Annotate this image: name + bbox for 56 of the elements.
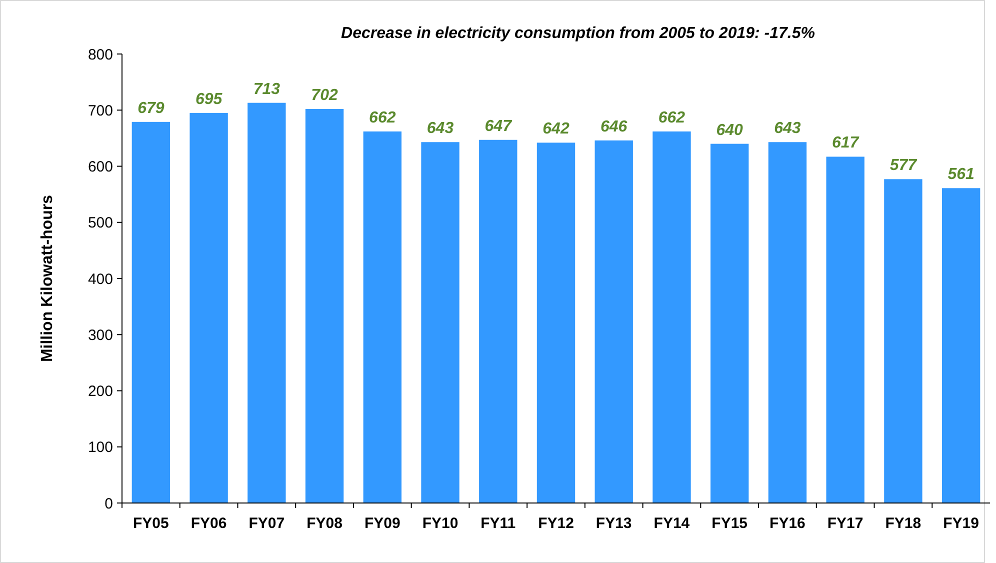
data-label: 695 bbox=[195, 90, 224, 108]
data-label: 643 bbox=[774, 120, 801, 138]
x-tick-label: FY10 bbox=[422, 515, 458, 532]
x-tick-label: FY07 bbox=[248, 515, 285, 532]
data-label: 642 bbox=[542, 120, 570, 138]
bar bbox=[248, 102, 286, 503]
bar bbox=[826, 156, 864, 503]
bar bbox=[363, 131, 402, 503]
y-tick-label: 200 bbox=[88, 383, 113, 400]
data-label: 646 bbox=[600, 118, 628, 136]
bar bbox=[710, 144, 749, 503]
data-label: 643 bbox=[426, 120, 454, 138]
x-tick-label: FY18 bbox=[885, 515, 922, 532]
y-axis-title: Million Kilowatt-hours bbox=[39, 194, 56, 362]
bar bbox=[132, 122, 170, 503]
x-tick-label: FY06 bbox=[190, 515, 227, 532]
data-label: 640 bbox=[716, 122, 744, 139]
data-label: 679 bbox=[138, 100, 164, 117]
x-tick-label: FY11 bbox=[480, 515, 516, 532]
x-tick-label: FY17 bbox=[827, 515, 864, 532]
y-tick-label: 300 bbox=[88, 326, 113, 344]
data-label: 662 bbox=[658, 109, 686, 126]
bar bbox=[190, 112, 228, 503]
y-tick-label: 400 bbox=[88, 270, 113, 288]
data-label: 662 bbox=[369, 109, 396, 126]
chart-title: Decrease in electricity consumption from 2005 to 2019: -17.5% bbox=[341, 25, 815, 42]
bar bbox=[479, 140, 518, 503]
bar bbox=[421, 142, 460, 503]
y-tick-label: 600 bbox=[88, 158, 113, 176]
data-label: 617 bbox=[832, 134, 860, 152]
x-tick-label: FY13 bbox=[596, 515, 632, 532]
x-tick-label: FY19 bbox=[943, 515, 979, 532]
data-label: 647 bbox=[484, 118, 513, 135]
y-tick-label: 0 bbox=[104, 495, 113, 512]
bar bbox=[942, 188, 980, 503]
y-tick-label: 100 bbox=[88, 439, 113, 456]
x-tick-label: FY16 bbox=[770, 515, 806, 532]
bar bbox=[768, 142, 807, 503]
data-label: 577 bbox=[890, 157, 918, 174]
bar bbox=[884, 179, 922, 503]
data-label: 561 bbox=[948, 166, 975, 184]
x-tick-label: FY15 bbox=[712, 515, 748, 532]
x-tick-label: FY09 bbox=[364, 515, 400, 532]
bar bbox=[536, 142, 576, 503]
y-tick-label: 700 bbox=[88, 102, 113, 120]
bar bbox=[594, 140, 633, 503]
bar bbox=[305, 109, 344, 503]
bar bbox=[652, 131, 691, 503]
x-tick-label: FY12 bbox=[538, 515, 574, 532]
x-tick-label: FY05 bbox=[133, 515, 169, 532]
data-label: 713 bbox=[253, 80, 280, 98]
x-tick-label: FY14 bbox=[654, 515, 690, 532]
x-tick-label: FY08 bbox=[306, 515, 342, 532]
y-tick-label: 800 bbox=[88, 46, 113, 64]
y-tick-label: 500 bbox=[88, 214, 113, 232]
data-label: 702 bbox=[311, 87, 338, 104]
